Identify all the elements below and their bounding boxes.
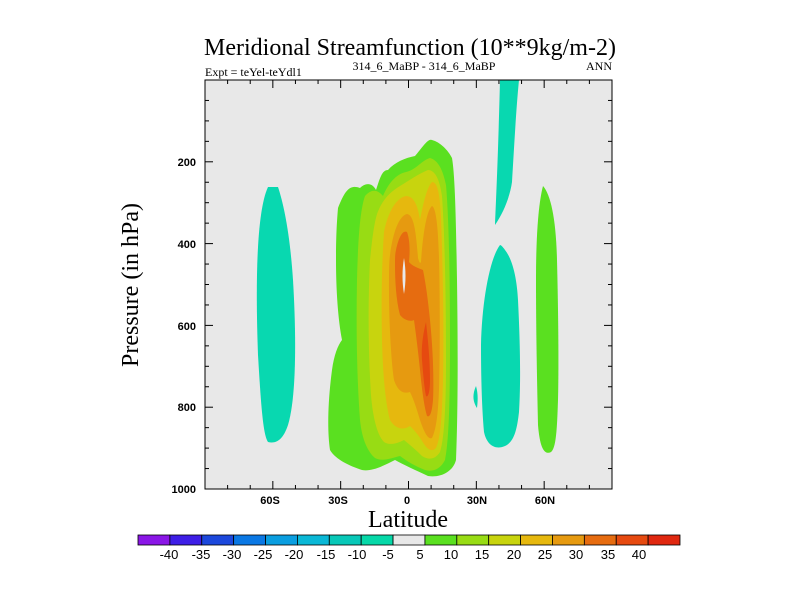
colorbar-label: -15 (317, 547, 336, 562)
colorbar-box (169, 534, 203, 546)
colorbar-label: 5 (416, 547, 423, 562)
colorbar-label: 40 (632, 547, 646, 562)
colorbar-box (201, 534, 235, 546)
colorbar-label: 25 (538, 547, 552, 562)
colorbar-box (583, 534, 617, 546)
contour-sh-negative (256, 187, 296, 443)
colorbar-label: -30 (223, 547, 242, 562)
chart-title: Meridional Streamfunction (10**9kg/m-2) (204, 35, 616, 61)
colorbar-box (233, 534, 266, 546)
contour-tropical-35 (421, 322, 430, 397)
colorbar-box (488, 534, 521, 546)
colorbar-labels: -40 -35 -30 -25 -20 -15 -10 -5 5 10 15 2… (160, 547, 647, 562)
season-label: ANN (586, 59, 612, 73)
x-tick-label: 0 (404, 495, 410, 507)
colorbar-box (360, 534, 394, 546)
colorbar (137, 534, 681, 546)
x-tick-label: 30N (467, 495, 487, 507)
colorbar-label: 30 (569, 547, 583, 562)
colorbar-box (615, 534, 649, 546)
y-tick-label: 600 (178, 321, 196, 333)
colorbar-box (265, 534, 298, 546)
y-tick-label: 400 (178, 239, 196, 251)
plot-area (204, 79, 613, 490)
colorbar-box (424, 534, 458, 546)
colorbar-box (456, 534, 490, 546)
contour-upper-negative (495, 80, 519, 225)
colorbar-box (392, 534, 426, 546)
colorbar-label: -40 (160, 547, 179, 562)
colorbar-label: -5 (382, 547, 394, 562)
colorbar-label: 20 (507, 547, 521, 562)
colorbar-box (647, 534, 681, 546)
x-tick-label: 60N (535, 495, 555, 507)
colorbar-box (328, 534, 362, 546)
colorbar-label: 35 (601, 547, 615, 562)
colorbar-label: -20 (285, 547, 304, 562)
x-tick-labels: 60S 30S 0 30N 60N (260, 495, 555, 507)
x-tick-label: 60S (260, 495, 280, 507)
colorbar-box (137, 534, 171, 546)
subtitle-center: 314_6_MaBP - 314_6_MaBP (353, 59, 496, 73)
contour-equatorial-gap (402, 258, 406, 294)
colorbar-box (552, 534, 585, 546)
colorbar-label: 10 (444, 547, 458, 562)
y-tick-labels: 200 400 600 800 1000 (172, 157, 196, 496)
y-tick-label: 1000 (172, 484, 196, 496)
colorbar-box (297, 534, 330, 546)
experiment-label: Expt = teYel-teYdl1 (205, 65, 302, 79)
contour-nh-positive (536, 186, 559, 453)
colorbar-label: 15 (475, 547, 489, 562)
colorbar-label: -35 (192, 547, 211, 562)
x-tick-label: 30S (328, 495, 348, 507)
colorbar-label: -10 (348, 547, 367, 562)
y-tick-label: 200 (178, 157, 196, 169)
y-tick-label: 800 (178, 402, 196, 414)
contour-nh-negative (473, 245, 521, 448)
y-axis-title: Pressure (in hPa) (118, 203, 144, 367)
colorbar-box (520, 534, 553, 546)
colorbar-label: -25 (254, 547, 273, 562)
x-axis-title: Latitude (368, 507, 448, 533)
axis-ticks (204, 79, 613, 490)
